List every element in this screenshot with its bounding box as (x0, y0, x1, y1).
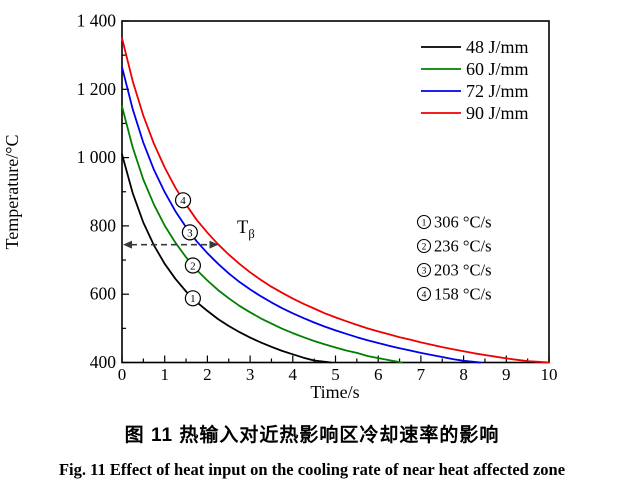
rate-circle-4 (416, 286, 432, 302)
x-tick-label: 1 (160, 365, 169, 384)
rate-label-1: 306 °C/s (434, 213, 491, 232)
figure-caption-english: Fig. 11 Effect of heat input on the cool… (58, 460, 566, 479)
curve-marker-digit-4: 4 (180, 195, 186, 207)
curve-60-j-mm (121, 105, 403, 364)
y-tick-label: 1 000 (77, 147, 117, 167)
curve-marker-digit-1: 1 (190, 293, 196, 305)
x-tick-label: 5 (331, 365, 340, 384)
rate-label-3: 203 °C/s (434, 261, 491, 280)
rate-circle-2 (416, 238, 432, 254)
x-tick-label: 7 (417, 365, 426, 384)
t-beta-symbol: T (237, 218, 248, 238)
y-tick-label: 800 (90, 215, 117, 235)
t-beta-arrow-group (123, 240, 219, 249)
axis-ticks-group: 0 1 2 3 4 5 6 7 8 9 10 400 600 800 1 000 1 200 1 400 (77, 11, 558, 385)
curve-marker-circle-3 (181, 224, 198, 241)
x-tick-label: 10 (541, 365, 558, 384)
legend-label-60-j-mm: 60 J/mm (466, 59, 529, 79)
x-tick-label: 8 (459, 365, 468, 384)
y-tick-label: 600 (90, 284, 117, 304)
curve-72-j-mm (121, 66, 482, 364)
cooling-rates-group: 1 306 °C/s 2 236 °C/s 3 203 °C/s 4 158 °C/s (416, 213, 491, 304)
x-tick-label: 0 (118, 365, 127, 384)
x-tick-label: 2 (203, 365, 212, 384)
curve-90-j-mm (121, 37, 550, 364)
legend-label-48-j-mm: 48 J/mm (466, 37, 529, 57)
rate-digit-3: 3 (422, 266, 427, 276)
rate-circle-1 (416, 214, 432, 230)
curve-marker-circle-1 (184, 290, 201, 307)
curve-marker-circle-4 (174, 192, 192, 209)
arrowhead-right (209, 240, 219, 249)
y-tick-label: 400 (90, 352, 117, 372)
t-beta-subscript: β (248, 227, 254, 241)
rate-digit-2: 2 (422, 242, 427, 252)
y-axis-title: Temperature/°C (2, 135, 22, 250)
curves-group (121, 37, 550, 364)
legend-label-90-j-mm: 90 J/mm (466, 103, 529, 123)
rate-label-2: 236 °C/s (434, 237, 491, 256)
rate-digit-4: 4 (422, 290, 427, 300)
rate-digit-1: 1 (422, 218, 427, 228)
curve-marker-circle-2 (184, 257, 201, 274)
figure-caption-chinese: 图 11 热输入对近热影响区冷却速率的影响 (124, 425, 500, 446)
curve-marker-digit-2: 2 (190, 260, 196, 272)
t-beta-label: Tβ (237, 218, 255, 241)
y-tick-label: 1 400 (77, 11, 117, 31)
y-tick-label: 1 200 (77, 79, 117, 99)
arrowhead-left (123, 240, 132, 249)
x-tick-label: 4 (289, 365, 298, 384)
x-axis-title: Time/s (310, 382, 359, 402)
x-tick-label: 9 (502, 365, 511, 384)
x-tick-label: 3 (246, 365, 255, 384)
legend-label-72-j-mm: 72 J/mm (466, 81, 529, 101)
x-tick-label: 6 (374, 365, 383, 384)
curve-markers-group: 1 2 3 4 (174, 192, 201, 307)
curve-marker-digit-3: 3 (187, 227, 193, 239)
rate-circle-3 (416, 262, 432, 278)
rate-label-4: 158 °C/s (434, 285, 491, 304)
curve-48-j-mm (121, 153, 333, 364)
